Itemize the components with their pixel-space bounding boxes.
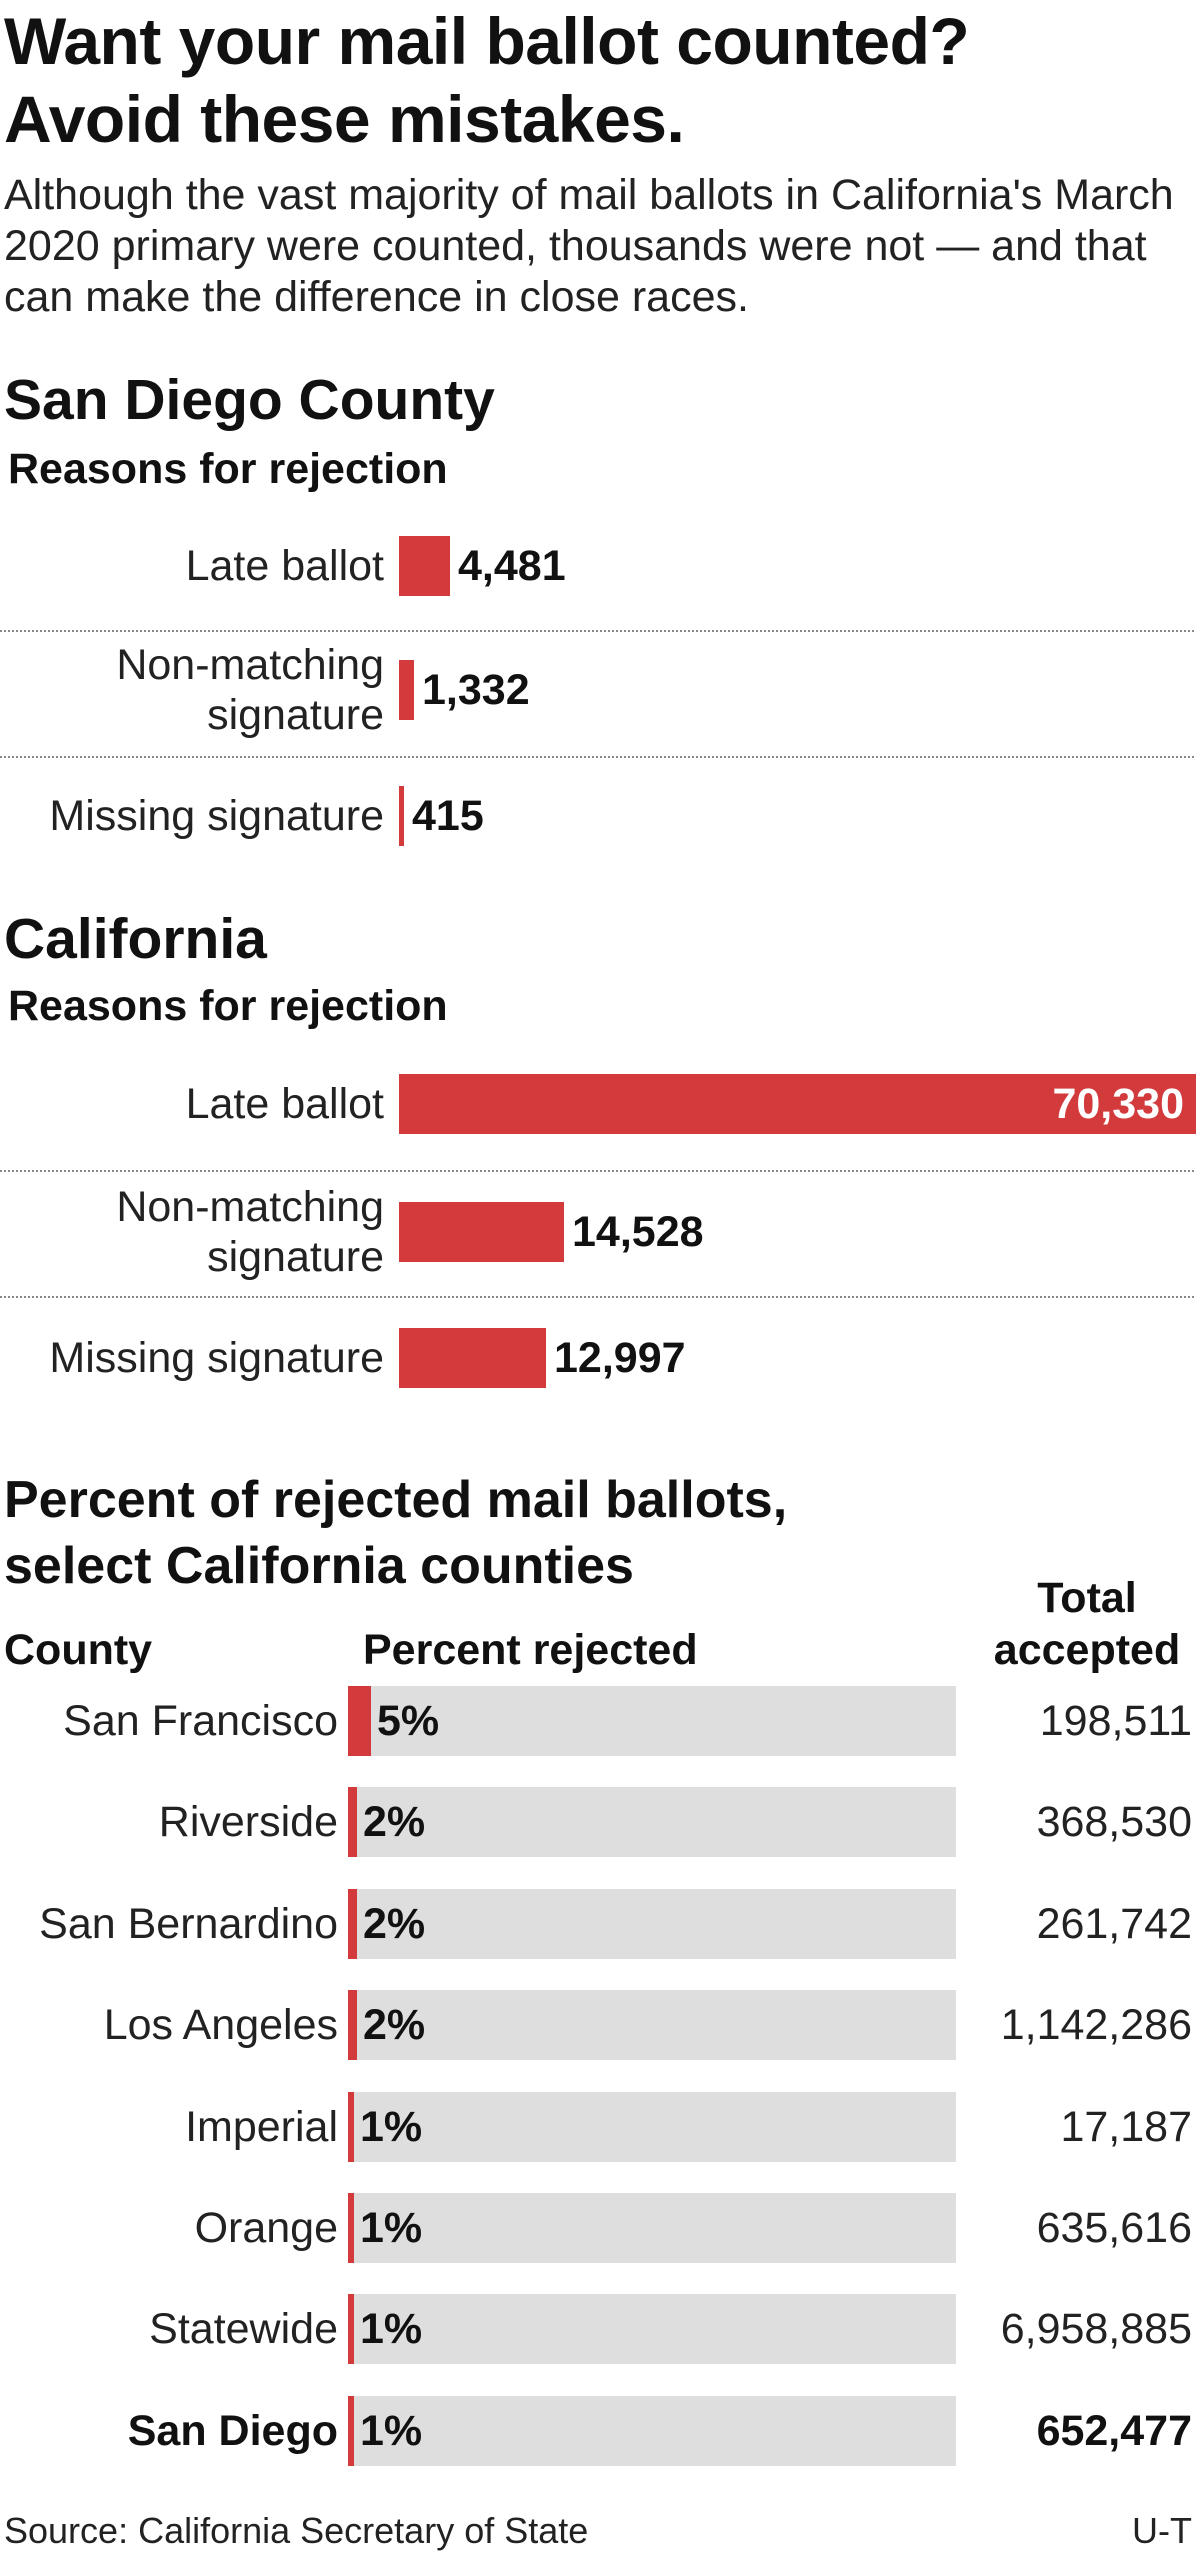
percent-value-8: 1%	[360, 2407, 423, 2455]
percent-track-8	[348, 2396, 956, 2466]
california-bar-2	[399, 1202, 564, 1262]
percent-bar-3	[348, 1889, 357, 1959]
california-divider-2	[0, 1296, 1194, 1298]
california-label-3: Missing signature	[49, 1334, 384, 1382]
california-title: California	[4, 907, 267, 971]
san-diego-bar-2	[399, 660, 414, 720]
percent-chart-title-line-2: select California counties	[4, 1537, 634, 1595]
county-label-4: Los Angeles	[103, 2001, 338, 2049]
total-accepted-2: 368,530	[1036, 1798, 1192, 1846]
san-diego-subtitle: Reasons for rejection	[8, 445, 448, 493]
total-accepted-7: 6,958,885	[1000, 2305, 1192, 2353]
column-header-total-line-1: Total	[1037, 1574, 1137, 1622]
column-header-percent: Percent rejected	[363, 1626, 698, 1674]
percent-track-3	[348, 1889, 956, 1959]
county-label-8: San Diego	[127, 2407, 338, 2455]
headline-line-1: Want your mail ballot counted?	[4, 4, 970, 78]
san-diego-bar-1	[399, 536, 450, 596]
california-bar-1	[399, 1074, 1196, 1134]
san-diego-divider-2	[0, 756, 1194, 758]
california-value-2: 14,528	[572, 1208, 704, 1256]
percent-bar-4	[348, 1990, 357, 2060]
percent-value-3: 2%	[363, 1900, 426, 1948]
credit: U-T	[1132, 2510, 1192, 2551]
california-bar-3	[399, 1328, 546, 1388]
percent-chart-title-line-1: Percent of rejected mail ballots,	[4, 1471, 788, 1529]
total-accepted-1: 198,511	[1039, 1697, 1192, 1745]
county-label-5: Imperial	[185, 2103, 338, 2151]
percent-bar-7	[348, 2294, 354, 2364]
percent-value-4: 2%	[363, 2001, 426, 2049]
san-diego-label-2-line-2: signature	[207, 691, 384, 739]
total-accepted-8: 652,477	[1036, 2407, 1192, 2455]
percent-value-6: 1%	[360, 2204, 423, 2252]
san-diego-divider-1	[0, 630, 1194, 632]
column-header-total: Total accepted	[982, 1572, 1192, 1676]
percent-bar-6	[348, 2193, 354, 2263]
percent-value-5: 1%	[360, 2103, 423, 2151]
county-label-7: Statewide	[149, 2305, 338, 2353]
percent-track-7	[348, 2294, 956, 2364]
san-diego-label-2-line-1: Non-matching	[116, 641, 384, 689]
san-diego-label-3: Missing signature	[49, 792, 384, 840]
california-value-1: 70,330	[1052, 1080, 1184, 1128]
percent-bar-5	[348, 2092, 354, 2162]
total-accepted-3: 261,742	[1036, 1900, 1192, 1948]
headline-line-2: Avoid these mistakes.	[4, 82, 685, 156]
percent-track-6	[348, 2193, 956, 2263]
percent-value-2: 2%	[363, 1798, 426, 1846]
county-label-3: San Bernardino	[39, 1900, 338, 1948]
percent-bar-8	[348, 2396, 354, 2466]
san-diego-value-3: 415	[412, 792, 484, 840]
headline: Want your mail ballot counted? Avoid the…	[4, 2, 1194, 158]
column-header-total-line-2: accepted	[993, 1626, 1181, 1674]
percent-bar-1	[348, 1686, 371, 1756]
percent-track-1	[348, 1686, 956, 1756]
percent-bar-2	[348, 1787, 357, 1857]
california-value-3: 12,997	[554, 1334, 686, 1382]
county-label-1: San Francisco	[63, 1697, 338, 1745]
total-accepted-6: 635,616	[1036, 2204, 1192, 2252]
intro-text: Although the vast majority of mail ballo…	[4, 171, 1174, 321]
percent-chart-title: Percent of rejected mail ballots, select…	[4, 1467, 964, 1599]
source-note: Source: California Secretary of State	[4, 2510, 589, 2551]
percent-track-4	[348, 1990, 956, 2060]
san-diego-title: San Diego County	[4, 368, 495, 432]
percent-track-5	[348, 2092, 956, 2162]
california-label-2-line-1: Non-matching	[116, 1183, 384, 1231]
county-label-2: Riverside	[158, 1798, 338, 1846]
california-subtitle: Reasons for rejection	[8, 982, 448, 1030]
total-accepted-5: 17,187	[1060, 2103, 1192, 2151]
percent-track-2	[348, 1787, 956, 1857]
percent-value-7: 1%	[360, 2305, 423, 2353]
san-diego-value-2: 1,332	[422, 666, 530, 714]
san-diego-value-1: 4,481	[458, 542, 566, 590]
california-label-2-line-2: signature	[207, 1233, 384, 1281]
san-diego-label-1: Late ballot	[185, 542, 384, 590]
california-label-1: Late ballot	[185, 1080, 384, 1128]
county-label-6: Orange	[194, 2204, 338, 2252]
percent-value-1: 5%	[377, 1697, 440, 1745]
column-header-county: County	[4, 1626, 153, 1674]
san-diego-bar-3	[399, 786, 404, 846]
total-accepted-4: 1,142,286	[1000, 2001, 1192, 2049]
california-divider-1	[0, 1170, 1194, 1172]
